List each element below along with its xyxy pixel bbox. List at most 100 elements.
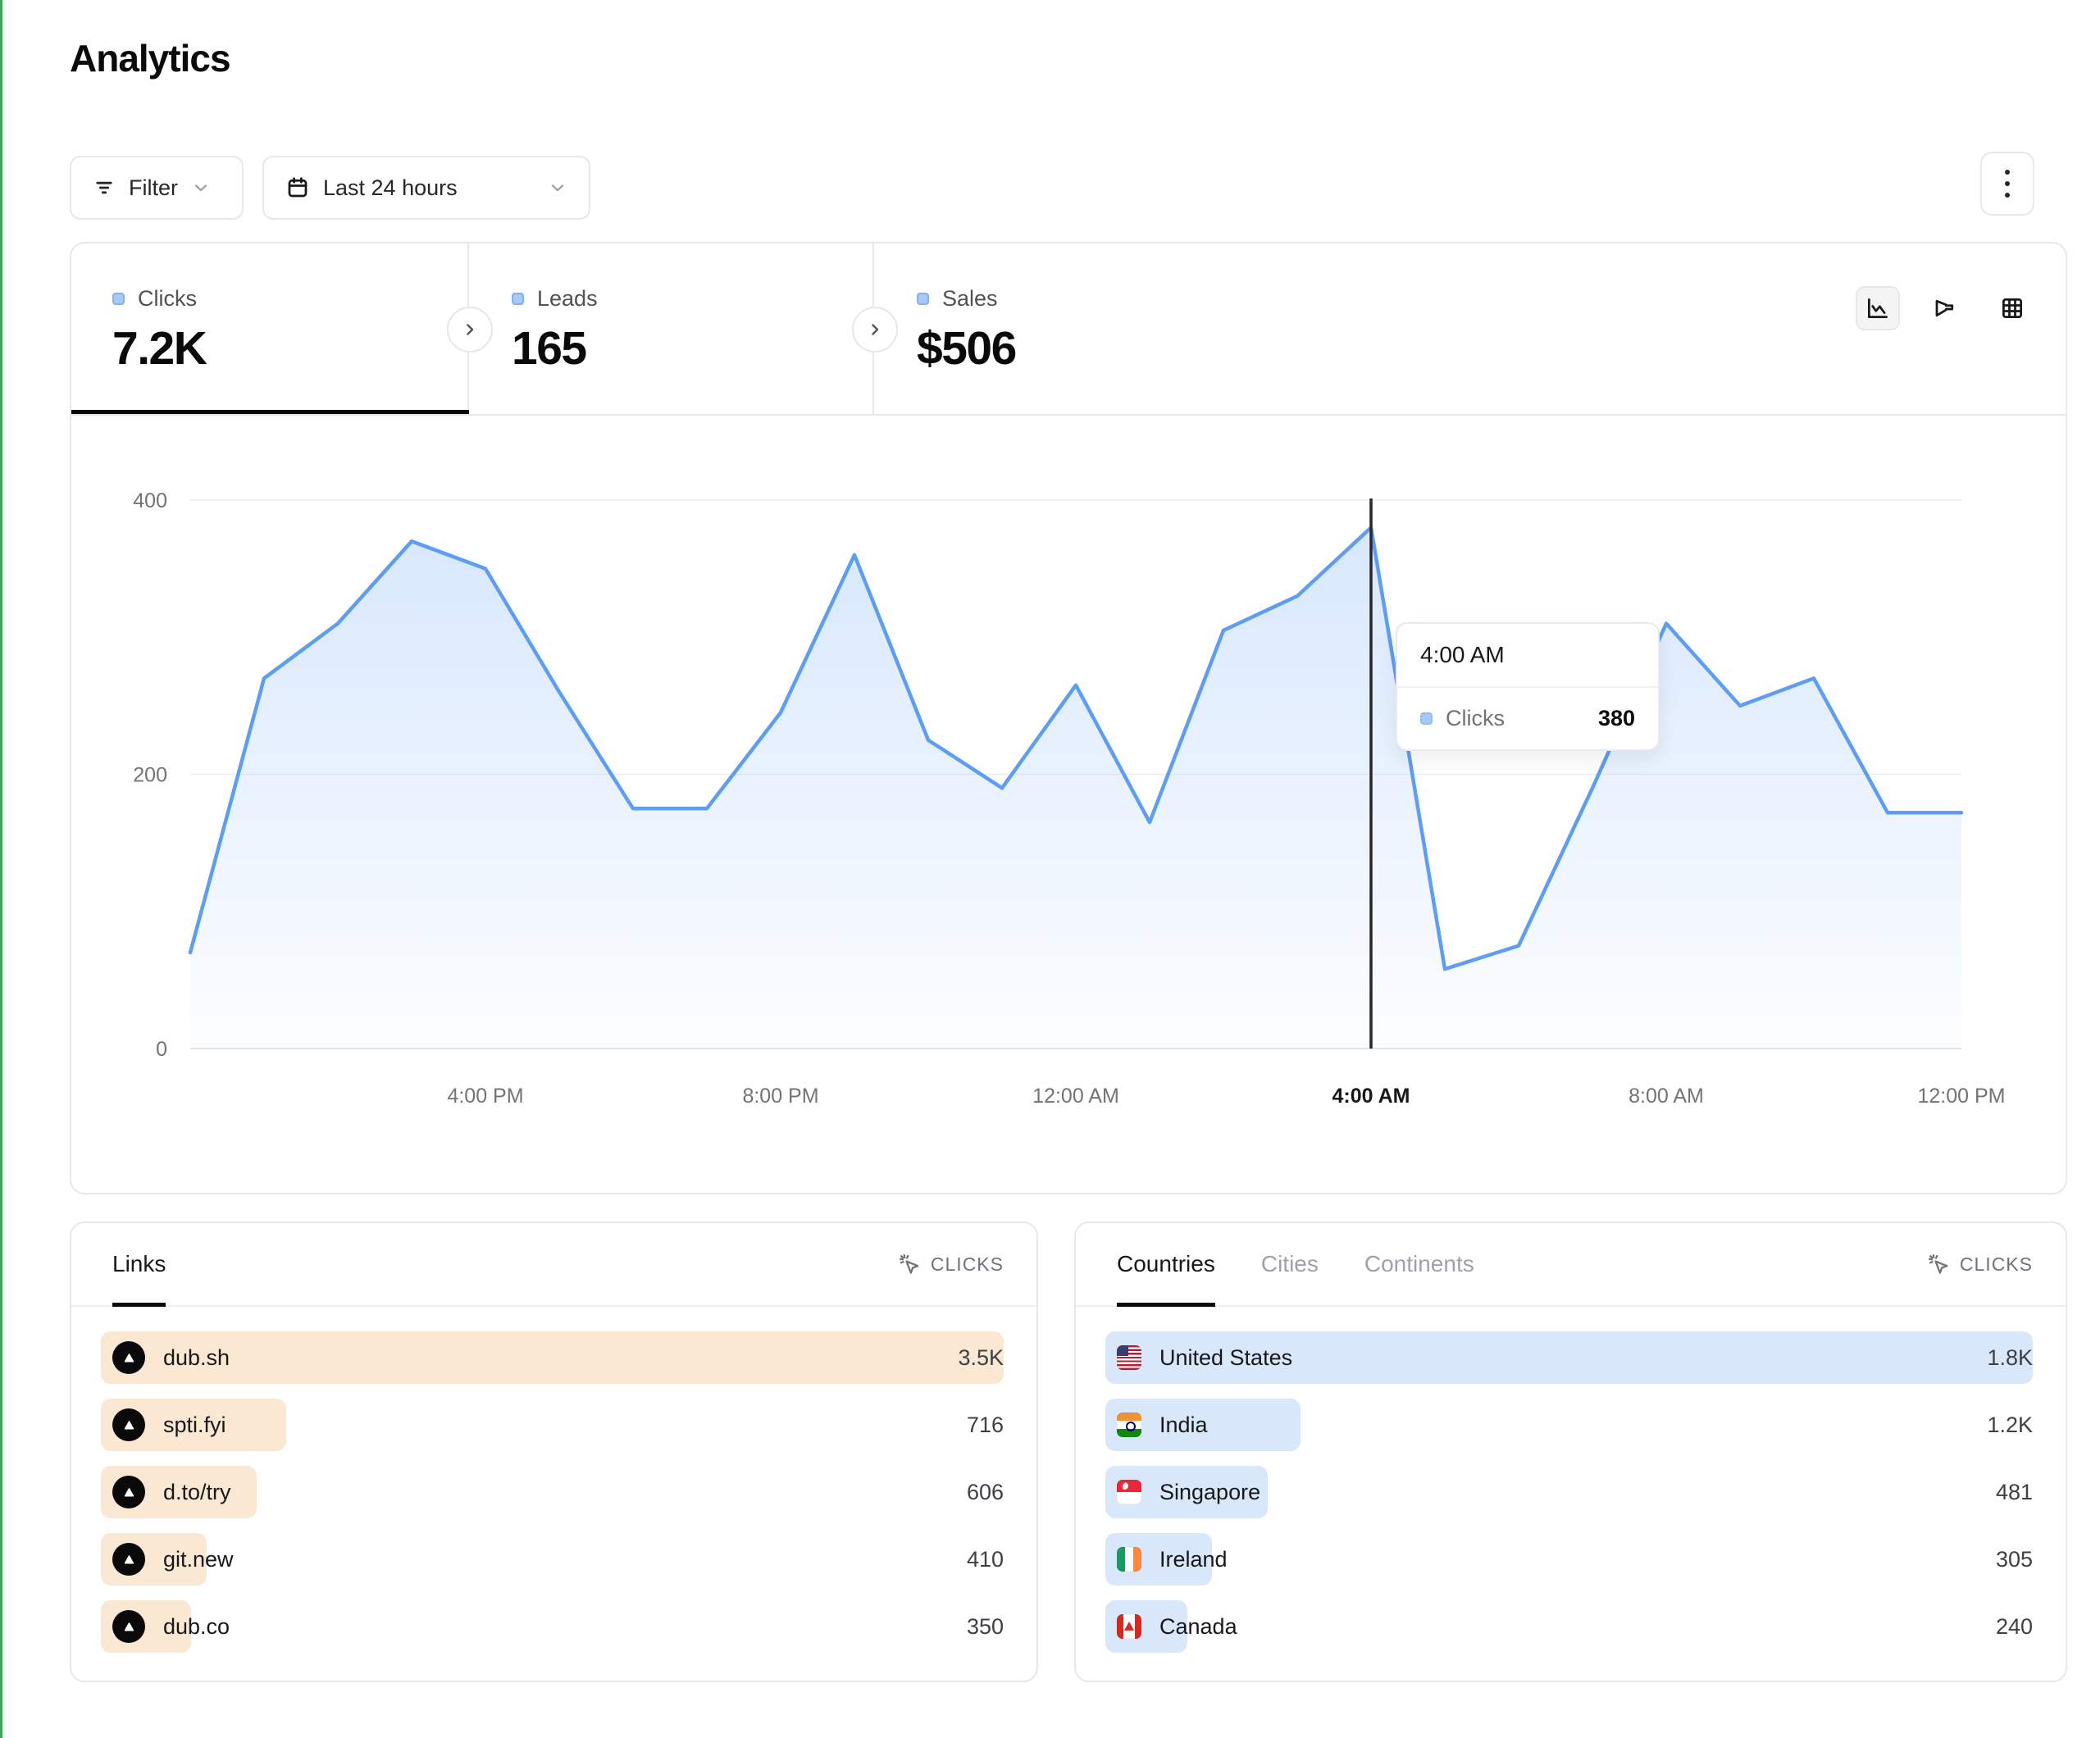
expand-leads-button[interactable] [852, 307, 898, 353]
filter-button[interactable]: Filter [70, 156, 244, 220]
x-axis-label: 8:00 AM [1629, 1085, 1704, 1108]
tab-leads-value: 165 [512, 322, 587, 375]
row-value: 481 [1995, 1479, 2033, 1504]
cursor-click-icon [1928, 1253, 1950, 1276]
filter-lines-icon [93, 176, 116, 199]
chevron-down-icon [548, 178, 567, 198]
link-row-dub.co[interactable]: dub.co 350 [101, 1600, 1004, 1653]
row-value: 1.2K [1987, 1412, 2033, 1437]
tab-links[interactable]: Links [112, 1223, 166, 1307]
row-label: Canada [1159, 1613, 1237, 1639]
leads-marker-icon [512, 293, 524, 305]
row-value: 716 [966, 1412, 1004, 1437]
link-row-git.new[interactable]: git.new 410 [101, 1533, 1004, 1586]
funnel-chart-icon [1935, 299, 1954, 317]
tab-continents[interactable]: Continents [1364, 1223, 1474, 1305]
row-label: Ireland [1159, 1546, 1228, 1572]
row-label: spti.fyi [163, 1412, 226, 1437]
row-value: 350 [966, 1613, 1004, 1639]
chevron-right-icon [872, 324, 879, 335]
row-value: 410 [966, 1546, 1004, 1572]
tab-sales-value: $506 [917, 322, 1017, 375]
row-value: 606 [966, 1479, 1004, 1504]
line-chart-toggle[interactable] [1856, 286, 1900, 330]
country-row-canada[interactable]: Canada 240 [1105, 1600, 2033, 1653]
row-label: d.to/try [163, 1479, 231, 1504]
kebab-dot [2005, 170, 2010, 175]
metric-tabs: Clicks 7.2K Leads 165 Sales $506 [71, 243, 2066, 416]
funnel-chart-toggle[interactable] [1923, 286, 1967, 330]
table-grid-icon [2002, 298, 2022, 318]
row-value: 3.5K [958, 1344, 1004, 1370]
kebab-dot [2005, 181, 2010, 186]
flag-icon-ie [1117, 1547, 1141, 1572]
flag-icon-sg [1117, 1480, 1141, 1504]
link-row-dub.sh[interactable]: dub.sh 3.5K [101, 1331, 1004, 1384]
row-label: git.new [163, 1546, 234, 1572]
clicks-timeseries-chart[interactable]: 0 200 400 4:00 PM 8:00 PM 12:00 AM 4:00 AM 8:00… [71, 416, 2066, 1193]
dub-favicon [112, 1408, 145, 1441]
links-metric-selector[interactable]: CLICKS [899, 1223, 1004, 1305]
link-row-spti.fyi[interactable]: spti.fyi 716 [101, 1399, 1004, 1451]
flag-icon-in [1117, 1413, 1141, 1437]
tab-sales[interactable]: Sales $506 [876, 243, 1368, 416]
tooltip-series-label: Clicks [1446, 706, 1505, 730]
calendar-icon [285, 175, 310, 200]
tooltip-value: 380 [1597, 706, 1635, 730]
clicks-line-series [188, 525, 1964, 971]
page-title: Analytics [70, 37, 231, 80]
country-row-ireland[interactable]: Ireland 305 [1105, 1533, 2033, 1586]
row-label: India [1159, 1412, 1208, 1437]
tab-clicks-label: Clicks [138, 286, 197, 311]
clicks-marker-icon [112, 293, 125, 305]
usage-bar [1105, 1331, 2033, 1384]
active-tab-underline [71, 410, 469, 414]
tab-clicks-value: 7.2K [112, 322, 207, 375]
tab-continents-label: Continents [1364, 1251, 1474, 1276]
tab-cities[interactable]: Cities [1261, 1223, 1319, 1305]
clicks-area-fill [190, 527, 1961, 1049]
tab-clicks[interactable]: Clicks 7.2K [71, 243, 469, 416]
clicks-marker-icon [1420, 712, 1433, 725]
cursor-click-icon [899, 1253, 921, 1276]
countries-metric-label: CLICKS [1959, 1253, 2033, 1275]
country-row-singapore[interactable]: Singapore 481 [1105, 1466, 2033, 1518]
links-panel: Links CLICKS dub.sh 3.5K spti.fyi 716 d.to/t… [70, 1222, 1038, 1682]
chevron-down-icon [191, 178, 211, 198]
date-range-button[interactable]: Last 24 hours [262, 156, 590, 220]
country-row-india[interactable]: India 1.2K [1105, 1399, 2033, 1451]
chart-canvas[interactable]: 0 200 400 4:00 PM 8:00 PM 12:00 AM 4:00 AM 8:00… [71, 416, 2066, 1193]
expand-clicks-button[interactable] [447, 307, 493, 353]
y-axis-label: 400 [133, 489, 167, 512]
y-axis-label: 0 [156, 1038, 167, 1061]
tooltip-time: 4:00 AM [1397, 624, 1658, 688]
country-row-united-states[interactable]: United States 1.8K [1105, 1331, 2033, 1384]
row-value: 1.8K [1987, 1344, 2033, 1370]
link-row-d.to/try[interactable]: d.to/try 606 [101, 1466, 1004, 1518]
chevron-right-icon [467, 324, 474, 335]
tab-leads-label: Leads [537, 286, 598, 311]
tab-cities-label: Cities [1260, 1251, 1319, 1276]
tab-countries[interactable]: Countries [1117, 1223, 1215, 1307]
table-view-toggle[interactable] [1990, 286, 2034, 330]
date-range-label: Last 24 hours [323, 175, 458, 200]
row-label: dub.sh [163, 1344, 230, 1370]
tab-leads[interactable]: Leads 165 [471, 243, 874, 416]
window-edge-accent [0, 0, 2, 1738]
countries-metric-selector[interactable]: CLICKS [1928, 1223, 2033, 1305]
x-axis-label: 12:00 PM [1917, 1085, 2005, 1108]
tab-countries-label: Countries [1117, 1251, 1215, 1276]
flag-icon-ca [1117, 1614, 1141, 1639]
countries-panel: Countries Cities Continents CLICKS Unite… [1074, 1222, 2067, 1682]
row-value: 305 [1995, 1546, 2033, 1572]
flag-icon-us [1117, 1345, 1141, 1370]
y-axis-label: 200 [133, 764, 167, 787]
usage-bar [101, 1331, 1004, 1384]
chart-tooltip: 4:00 AM Clicks 380 [1396, 622, 1660, 751]
dub-favicon [112, 1341, 145, 1374]
row-label: United States [1159, 1344, 1293, 1370]
analytics-card: Clicks 7.2K Leads 165 Sales $506 [70, 242, 2067, 1194]
row-value: 240 [1995, 1613, 2033, 1639]
more-options-button[interactable] [1980, 152, 2034, 216]
x-axis-label: 12:00 AM [1032, 1085, 1119, 1108]
